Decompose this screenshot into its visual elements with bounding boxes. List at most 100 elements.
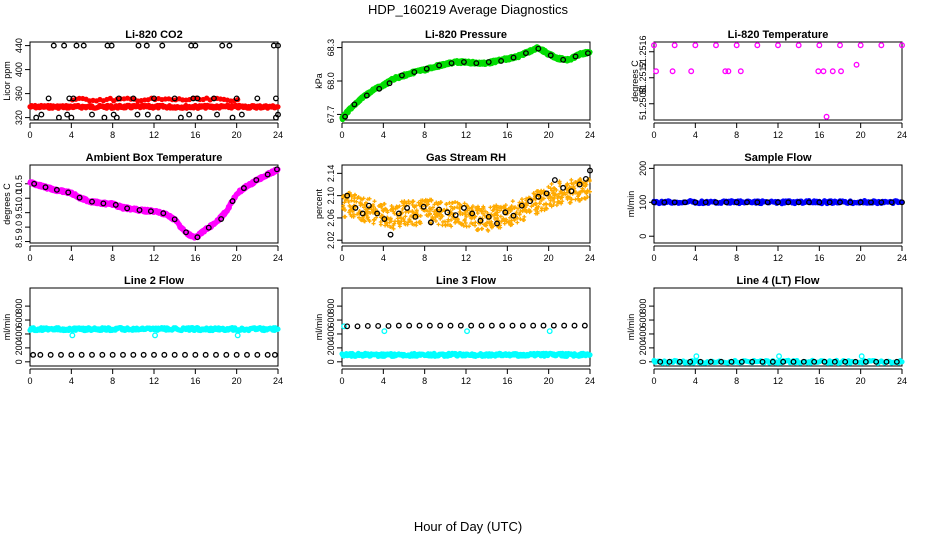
data-point: [427, 219, 434, 226]
data-point: [473, 214, 478, 219]
data-point: [271, 351, 278, 358]
data-point: [159, 42, 166, 49]
data-point: [666, 358, 673, 365]
data-point: [135, 42, 142, 49]
panel-title: Line 3 Flow: [436, 275, 496, 287]
x-tick-label: 20: [856, 253, 866, 263]
data-point: [498, 214, 503, 219]
data-point: [89, 351, 95, 358]
data-point: [527, 198, 534, 205]
data-point: [469, 205, 474, 210]
data-point: [65, 189, 72, 196]
data-point: [790, 358, 797, 365]
data-point: [420, 203, 427, 210]
data-point: [447, 322, 454, 329]
data-point: [426, 322, 433, 329]
data-point: [177, 114, 184, 121]
data-point: [653, 68, 660, 75]
plot-frame: [29, 164, 279, 244]
x-tick-label: 0: [27, 376, 32, 386]
data-point: [438, 216, 443, 221]
data-point: [351, 214, 356, 219]
data-point: [584, 182, 589, 187]
data-point: [381, 202, 386, 207]
x-tick-label: 20: [856, 130, 866, 140]
panel-4: Ambient Box Temperature 0 4 8 12 16 20 24 8.59.0…: [2, 152, 283, 263]
data-point: [806, 199, 812, 206]
data-point: [651, 42, 657, 49]
data-point: [501, 216, 506, 221]
y-tick-label: 600: [14, 313, 24, 328]
data-point: [229, 114, 236, 121]
marks: [651, 42, 905, 120]
data-point: [68, 114, 75, 121]
data-point: [373, 207, 378, 212]
data-point: [546, 328, 553, 335]
data-point: [692, 199, 699, 206]
data-point: [376, 85, 383, 92]
data-point: [112, 201, 119, 208]
data-point: [430, 216, 435, 221]
data-point: [113, 114, 120, 121]
data-point: [561, 192, 566, 197]
data-point: [367, 219, 372, 224]
data-point: [501, 204, 506, 209]
data-point: [581, 322, 588, 329]
y-tick-label: 360: [14, 86, 24, 101]
data-point: [392, 221, 397, 226]
data-point: [460, 204, 467, 211]
data-point: [483, 209, 488, 214]
series-co2-avg: [27, 102, 281, 111]
x-tick-label: 8: [422, 130, 427, 140]
series-pressure-fine: [339, 44, 593, 123]
data-point: [475, 204, 480, 209]
data-point: [519, 322, 526, 329]
data-point: [417, 203, 422, 208]
y-tick-label: 200: [14, 340, 24, 355]
data-point: [183, 229, 189, 236]
x-tick-label: 0: [27, 130, 32, 140]
series-pressure-avg: [342, 45, 591, 120]
series-line4-spikes: [652, 353, 865, 365]
data-point: [192, 42, 199, 49]
y-tick-label: 0: [14, 359, 24, 364]
data-point: [155, 114, 162, 121]
data-point: [182, 351, 188, 358]
marks: [27, 42, 281, 121]
x-tick-label: 4: [693, 130, 698, 140]
data-point: [37, 351, 44, 358]
data-point: [361, 196, 366, 201]
data-point: [397, 204, 402, 209]
data-point: [80, 42, 87, 49]
data-point: [552, 195, 557, 200]
data-point: [657, 358, 664, 365]
y-tick-label: 320: [14, 110, 24, 125]
data-point: [395, 210, 402, 217]
data-point: [375, 323, 382, 329]
data-point: [539, 208, 544, 213]
data-point: [723, 199, 730, 206]
panel-title: Li-820 CO2: [125, 29, 182, 41]
data-point: [569, 177, 574, 182]
data-point: [76, 194, 83, 201]
data-point: [534, 201, 539, 206]
series-temp-low: [653, 61, 860, 120]
data-point: [524, 196, 529, 201]
data-point: [857, 42, 864, 49]
data-point: [275, 111, 281, 118]
data-point: [374, 210, 381, 217]
data-point: [397, 222, 402, 227]
data-point: [567, 200, 572, 205]
x-tick-label: 4: [69, 376, 74, 386]
x-tick-label: 8: [422, 253, 427, 263]
data-point: [568, 195, 573, 200]
series-box-avg: [31, 166, 280, 241]
data-point: [573, 197, 578, 202]
panel-5: Gas Stream RH 0 4 8 12 16 20 24 2.02 2.06 2.10 2.14…: [314, 152, 595, 263]
data-point: [194, 234, 201, 241]
x-tick-label: 20: [544, 130, 554, 140]
data-point: [548, 198, 553, 203]
x-tick-label: 20: [856, 376, 866, 386]
data-point: [687, 358, 694, 365]
x-tick-label: 20: [232, 130, 242, 140]
